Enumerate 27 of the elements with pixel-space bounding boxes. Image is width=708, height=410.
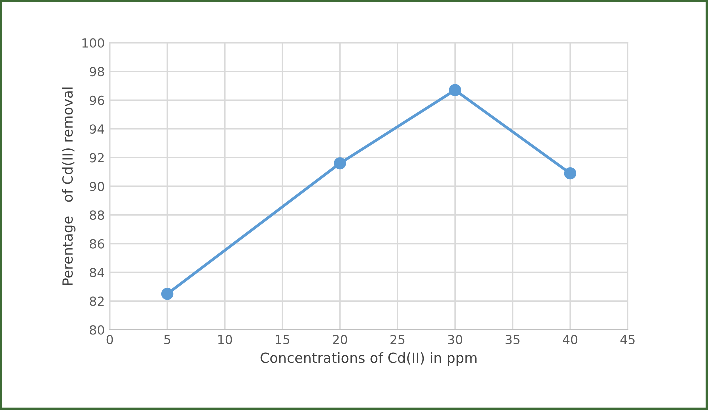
x-tick-label: 35: [506, 335, 520, 345]
y-tick-label: 82: [90, 296, 104, 306]
x-tick-label: 40: [563, 335, 578, 345]
y-tick-label: 94: [90, 124, 104, 134]
x-tick-label: 45: [620, 335, 635, 345]
x-tick-label: 10: [218, 335, 232, 345]
y-axis-title: Perentage of Cd(II) removal: [62, 88, 76, 286]
y-tick-label: 84: [90, 268, 104, 278]
y-tick-label: 98: [90, 67, 104, 77]
y-tick-label: 80: [90, 325, 104, 335]
y-tick-label: 92: [90, 153, 104, 163]
point: [334, 157, 346, 170]
y-tick-label: 88: [90, 210, 104, 220]
y-tick-label: 86: [90, 239, 104, 249]
y-tick-label: 96: [90, 96, 104, 106]
x-tick-label: 20: [333, 335, 348, 345]
x-tick-label: 0: [106, 335, 114, 345]
y-tick-label: 90: [90, 182, 104, 192]
point: [161, 288, 174, 300]
point: [564, 168, 577, 180]
x-tick-label: 15: [276, 335, 290, 345]
x-axis-title: Concentrations of Cd(II) in ppm: [260, 352, 477, 366]
y-tick-label: 100: [82, 38, 104, 48]
x-tick-label: 5: [164, 335, 170, 345]
x-tick-label: 25: [390, 335, 405, 345]
point: [449, 84, 462, 96]
x-tick-label: 30: [448, 335, 462, 345]
